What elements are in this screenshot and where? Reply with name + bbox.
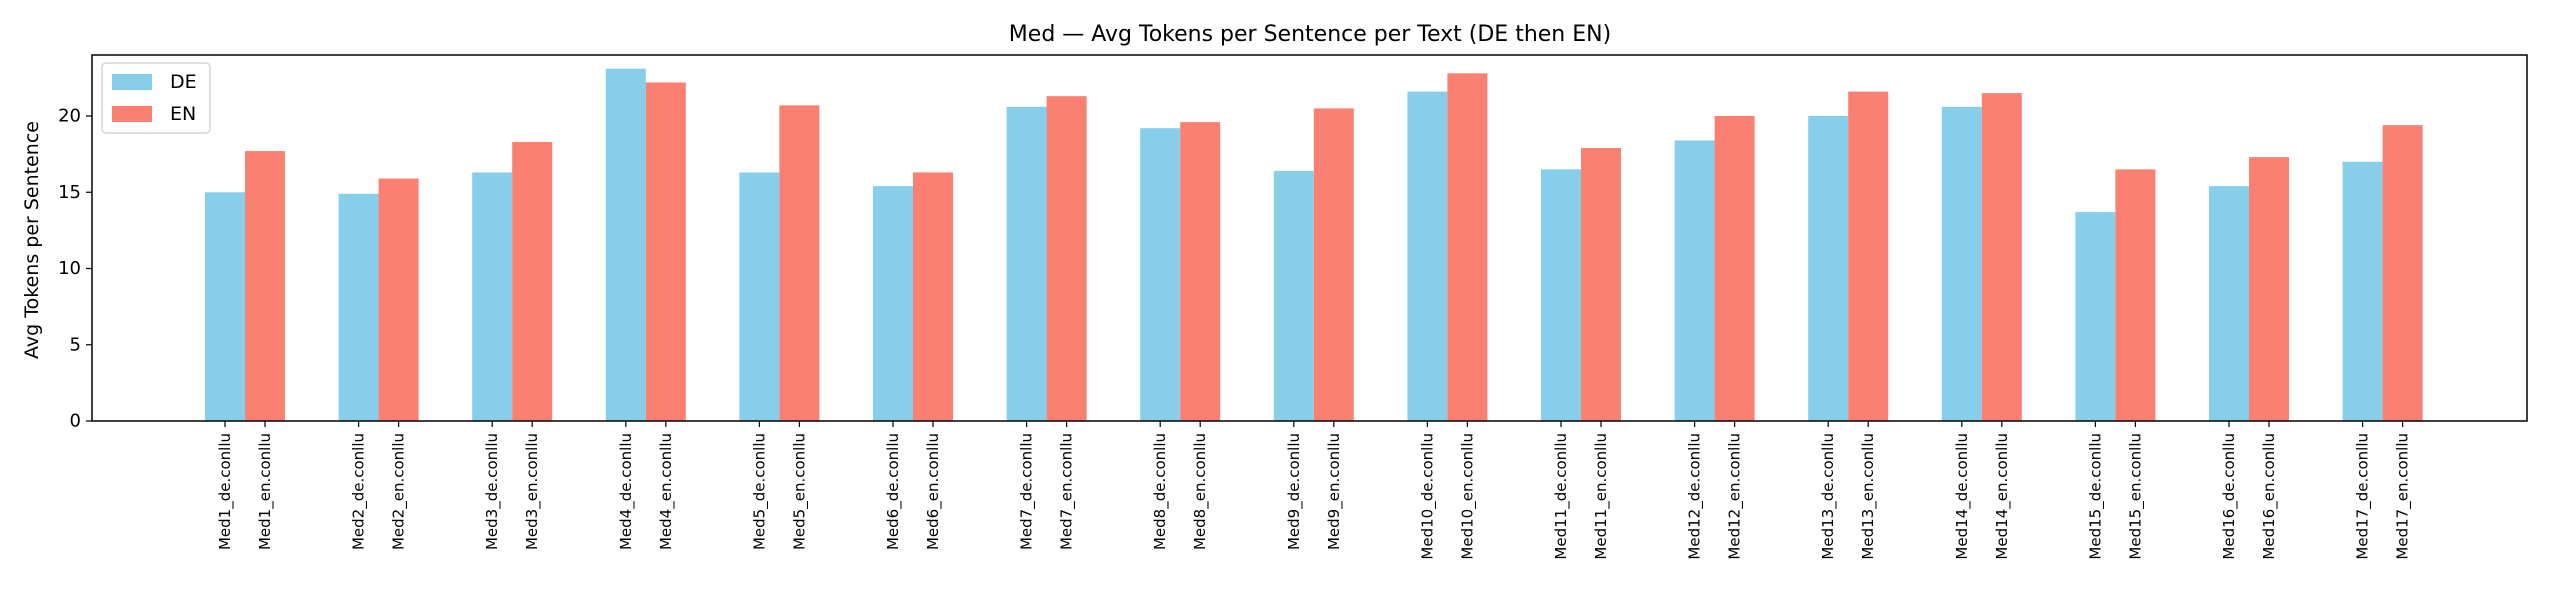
bar-en-6 bbox=[913, 172, 953, 421]
bar-de-13 bbox=[1808, 116, 1849, 421]
bar-en-10 bbox=[1447, 73, 1488, 422]
bar-de-12 bbox=[1674, 140, 1715, 421]
bar-en-17 bbox=[2382, 125, 2423, 422]
bar-de-15 bbox=[2075, 212, 2116, 421]
x-tick-label: Med16_en.conllu bbox=[2260, 433, 2279, 560]
x-tick-label: Med10_de.conllu bbox=[1418, 433, 1437, 560]
plot-area-frame bbox=[91, 54, 2528, 422]
bar-de-3 bbox=[472, 172, 513, 421]
x-tick-label: Med8_de.conllu bbox=[1151, 433, 1170, 550]
y-tick-label: 20 bbox=[58, 106, 81, 127]
legend-label-en: EN bbox=[170, 103, 196, 125]
x-tick-label: Med8_en.conllu bbox=[1191, 433, 1210, 550]
x-tick-label: Med14_de.conllu bbox=[1953, 433, 1972, 560]
y-axis: 0 5 10 15 20 bbox=[58, 106, 92, 432]
x-tick-label: Med17_en.conllu bbox=[2394, 433, 2413, 560]
x-tick-label: Med6_de.conllu bbox=[884, 433, 903, 550]
bar-de-4 bbox=[605, 68, 646, 421]
bar-en-2 bbox=[378, 178, 419, 421]
x-tick-label: Med13_en.conllu bbox=[1859, 433, 1878, 560]
x-tick-label: Med4_en.conllu bbox=[657, 433, 676, 550]
bar-de-17 bbox=[2342, 161, 2383, 421]
x-axis: Med1_de.conllu Med2_de.conllu Med3_de.conl… bbox=[216, 421, 2413, 560]
bar-en-4 bbox=[645, 82, 686, 421]
x-tick-label: Med4_de.conllu bbox=[617, 433, 636, 550]
chart-title: Med — Avg Tokens per Sentence per Text (… bbox=[1009, 22, 1611, 47]
x-tick-label: Med17_de.conllu bbox=[2354, 433, 2373, 560]
y-tick-label: 5 bbox=[70, 334, 81, 355]
x-tick-label: Med5_en.conllu bbox=[790, 433, 809, 550]
x-tick-label: Med1_en.conllu bbox=[256, 433, 275, 550]
bar-en-13 bbox=[1848, 91, 1889, 421]
x-tick-label: Med10_en.conllu bbox=[1458, 433, 1477, 560]
bar-en-3 bbox=[512, 141, 553, 422]
bar-en-16 bbox=[2249, 157, 2289, 422]
bar-en-11 bbox=[1581, 148, 1621, 421]
x-tick-label: Med12_en.conllu bbox=[1726, 433, 1745, 560]
x-tick-label: Med11_en.conllu bbox=[1592, 433, 1611, 560]
bar-de-6 bbox=[873, 186, 913, 421]
x-tick-label: Med11_de.conllu bbox=[1552, 433, 1571, 560]
bar-en-14 bbox=[1981, 93, 2022, 421]
legend: DE EN bbox=[101, 62, 211, 134]
bar-de-8 bbox=[1140, 128, 1181, 421]
bar-de-5 bbox=[739, 172, 780, 421]
bar-en-12 bbox=[1714, 116, 1755, 421]
bar-de-10 bbox=[1407, 91, 1448, 421]
bar-de-2 bbox=[338, 193, 379, 421]
legend-label-de: DE bbox=[170, 71, 197, 93]
x-tick-label: Med14_en.conllu bbox=[1993, 433, 2012, 560]
bar-de-9 bbox=[1273, 170, 1314, 421]
legend-swatch-de bbox=[112, 74, 152, 90]
bar-en-7 bbox=[1046, 96, 1087, 422]
x-tick-label: Med16_de.conllu bbox=[2220, 433, 2239, 560]
bar-de-7 bbox=[1006, 106, 1047, 421]
x-tick-label: Med9_de.conllu bbox=[1285, 433, 1304, 550]
y-tick-label: 10 bbox=[58, 258, 81, 279]
legend-swatch-en bbox=[112, 106, 152, 122]
bar-de-16 bbox=[2209, 186, 2249, 421]
bar-en-9 bbox=[1313, 108, 1354, 421]
bar-en-5 bbox=[779, 105, 820, 421]
bars-group bbox=[205, 68, 2423, 422]
x-tick-label: Med15_en.conllu bbox=[2126, 433, 2145, 560]
x-tick-label: Med3_en.conllu bbox=[523, 433, 542, 550]
bar-de-11 bbox=[1541, 169, 1581, 421]
y-tick-label: 0 bbox=[70, 411, 81, 432]
x-tick-label: Med1_de.conllu bbox=[216, 433, 235, 550]
x-tick-label: Med12_de.conllu bbox=[1686, 433, 1705, 560]
bar-en-8 bbox=[1180, 122, 1221, 421]
x-tick-label: Med2_de.conllu bbox=[350, 433, 369, 550]
y-tick-label: 15 bbox=[58, 182, 81, 203]
x-tick-label: Med3_de.conllu bbox=[483, 433, 502, 550]
bar-de-14 bbox=[1941, 106, 1982, 421]
x-tick-label: Med13_de.conllu bbox=[1819, 433, 1838, 560]
x-tick-label: Med9_en.conllu bbox=[1325, 433, 1344, 550]
x-tick-label: Med7_en.conllu bbox=[1058, 433, 1077, 550]
x-tick-label: Med6_en.conllu bbox=[924, 433, 943, 550]
x-tick-label: Med5_de.conllu bbox=[750, 433, 769, 550]
bar-de-1 bbox=[205, 192, 245, 421]
y-axis-label: Avg Tokens per Sentence bbox=[21, 121, 43, 359]
x-tick-label: Med15_de.conllu bbox=[2086, 433, 2105, 560]
x-tick-label: Med2_en.conllu bbox=[390, 433, 409, 550]
bar-en-15 bbox=[2115, 169, 2156, 421]
bar-en-1 bbox=[245, 151, 285, 421]
x-tick-label: Med7_de.conllu bbox=[1018, 433, 1037, 550]
